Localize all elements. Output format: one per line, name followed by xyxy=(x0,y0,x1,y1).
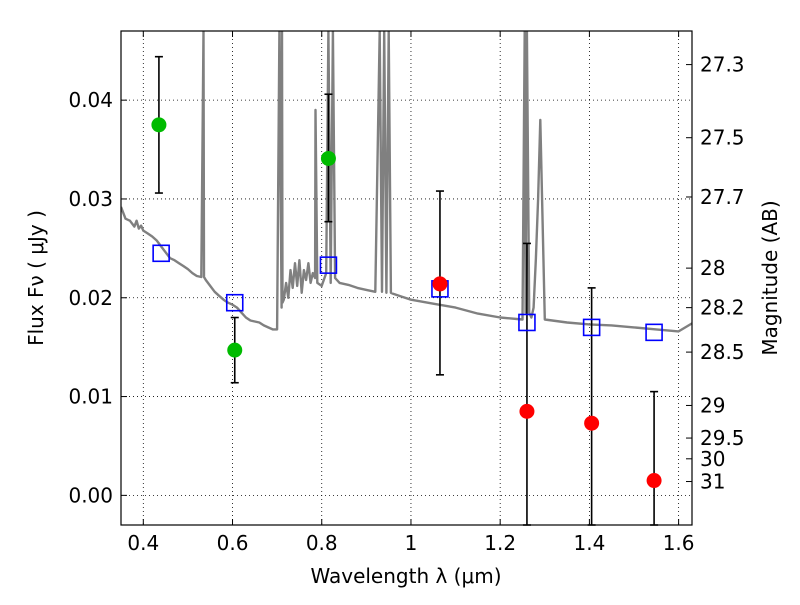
upper-limit-point xyxy=(519,403,535,419)
x-tick-label: 0.4 xyxy=(127,531,159,555)
upper-limit-point xyxy=(584,415,600,431)
y2-tick-label: 27.3 xyxy=(700,53,745,77)
x-axis-label: Wavelength λ (μm) xyxy=(310,564,501,588)
model-flux-square xyxy=(518,313,536,332)
x-tick-label: 1.2 xyxy=(484,531,516,555)
model-flux-square xyxy=(225,293,244,312)
detection-point xyxy=(320,150,336,166)
x-tick-label: 0.6 xyxy=(217,531,249,555)
x-tick-label: 0.8 xyxy=(306,531,338,555)
y-axis-label: Flux Fν ( μJy ) xyxy=(24,210,48,346)
x-tick-label: 1.6 xyxy=(663,531,695,555)
y2-tick-label: 30 xyxy=(700,447,725,471)
model-flux-square xyxy=(152,244,170,263)
y2-tick-label: 27.5 xyxy=(700,126,745,150)
upper-limit-point xyxy=(646,473,662,489)
y2-tick-label: 28.5 xyxy=(700,340,745,364)
model-flux-square xyxy=(582,318,601,337)
y-tick-label: 0.04 xyxy=(68,88,113,112)
y-tick-label: 0.00 xyxy=(68,483,113,507)
y2-tick-label: 28 xyxy=(700,256,725,280)
y2-tick-label: 31 xyxy=(700,470,725,494)
x-tick-label: 1.4 xyxy=(573,531,605,555)
y2-tick-label: 29 xyxy=(700,393,725,417)
plot-frame xyxy=(120,30,693,526)
y2-axis-label: Magnitude (AB) xyxy=(758,200,782,355)
y-tick-label: 0.02 xyxy=(68,286,113,310)
model-flux-square xyxy=(319,256,338,274)
detection-point xyxy=(227,342,243,358)
errorbar-layer xyxy=(154,55,659,526)
y2-tick-label: 29.5 xyxy=(700,426,745,450)
model-flux-square xyxy=(645,323,663,342)
y2-tick-label: 27.7 xyxy=(700,185,745,209)
y2-tick-label: 28.2 xyxy=(700,296,745,320)
model-spectrum-line xyxy=(121,31,692,333)
grid xyxy=(121,31,692,525)
axes: 0.4 0.6 0.8 1 1.2 1.4 1.6 0.00 0.01 0.02 0.03 0.04 2… xyxy=(68,31,745,555)
y-tick-label: 0.03 xyxy=(68,187,113,211)
marker-layer xyxy=(151,117,663,489)
data-layer xyxy=(121,31,692,333)
x-tick-label: 1 xyxy=(405,531,418,555)
detection-point xyxy=(151,117,167,133)
y-tick-label: 0.01 xyxy=(68,385,113,409)
upper-limit-point xyxy=(432,276,448,292)
